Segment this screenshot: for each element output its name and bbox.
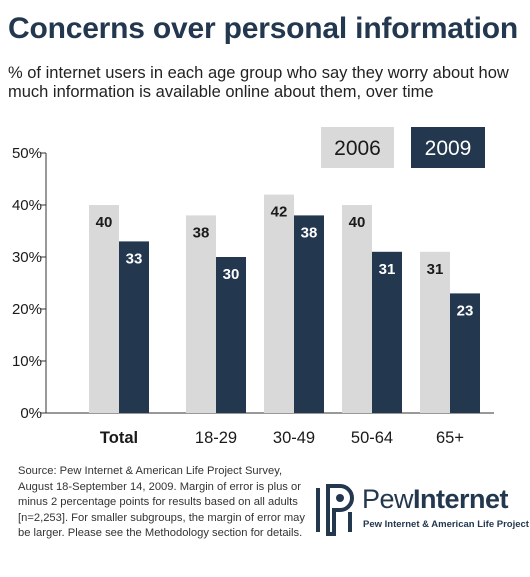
bar-value-label: 38: [193, 224, 210, 241]
bar-2009: [450, 293, 480, 413]
logo-word-pew: Pew: [362, 484, 414, 514]
bar-2006: [420, 251, 450, 413]
pew-logo-icon: [316, 484, 354, 536]
bar-value-label: 42: [271, 204, 288, 221]
bar-value-label: 38: [301, 224, 318, 241]
bar-value-label: 40: [349, 214, 366, 231]
logo-tagline: Pew Internet & American Life Project: [363, 519, 529, 530]
y-tick-label: 20%: [12, 301, 42, 318]
bar-2009: [119, 241, 149, 413]
legend-swatch-2006: [321, 127, 394, 168]
legend-label-2009: 2009: [425, 137, 472, 160]
bar-2006: [89, 205, 119, 413]
bar-value-label: 31: [427, 261, 444, 278]
bar-value-label: 23: [457, 302, 474, 319]
y-tick-label: 50%: [12, 145, 42, 162]
x-category-label: Total: [100, 429, 138, 447]
logo-word-internet: Internet: [413, 484, 509, 514]
bar-chart: 0% 10% 20% 30% 40% 50% 40 33 Total 38 30 18-29 42 38 3…: [12, 127, 494, 447]
x-category-label: 50-64: [351, 429, 393, 447]
y-tick-label: 10%: [12, 353, 42, 370]
x-category-label: 30-49: [273, 429, 315, 447]
legend-label-2006: 2006: [334, 137, 381, 160]
bar-value-label: 31: [379, 261, 396, 278]
bar-2006: [186, 215, 216, 413]
bar-2009: [216, 257, 246, 413]
bar-2006: [342, 205, 372, 413]
bar-2009: [294, 215, 324, 413]
y-tick-label: 40%: [12, 197, 42, 214]
chart-subtitle: % of internet users in each age group wh…: [8, 64, 509, 101]
chart-title: Concerns over personal information: [8, 12, 518, 45]
x-category-label: 18-29: [195, 429, 237, 447]
pew-internet-logo: PewInternet Pew Internet & American Life…: [314, 478, 529, 542]
bar-2006: [264, 194, 294, 413]
legend-swatch-2009: [411, 127, 485, 168]
x-category-label: 65+: [436, 429, 464, 447]
y-tick-label: 30%: [12, 249, 42, 266]
y-tick-label: 0%: [20, 405, 42, 422]
source-note: Source: Pew Internet & American Life Pro…: [18, 465, 305, 540]
bar-value-label: 30: [223, 266, 240, 283]
bar-value-label: 33: [126, 250, 143, 267]
logo-wordmark: PewInternet: [362, 484, 509, 515]
bar-value-label: 40: [96, 214, 113, 231]
bar-2009: [372, 251, 402, 413]
